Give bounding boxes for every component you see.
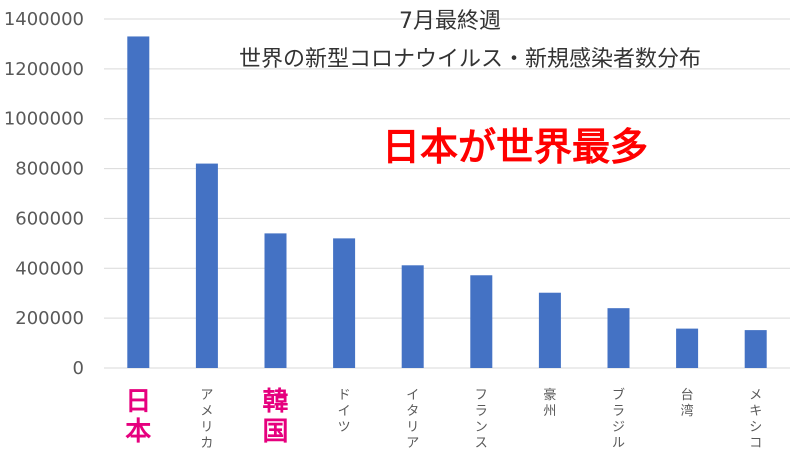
gridlines xyxy=(104,18,790,369)
y-tick-label: 1000000 xyxy=(4,109,84,130)
x-label: イタリア xyxy=(406,388,419,451)
x-label: メキシコ xyxy=(749,388,762,451)
bar xyxy=(607,308,630,368)
y-tick-label: 200000 xyxy=(15,308,84,329)
x-label: アメリカ xyxy=(200,388,213,451)
bar xyxy=(676,328,699,368)
bar xyxy=(401,265,424,368)
chart-title-line1: 7月最終週 xyxy=(399,9,501,34)
bar xyxy=(195,163,218,368)
chart-title-line2: 世界の新型コロナウイルス・新規感染者数分布 xyxy=(239,47,701,72)
bars xyxy=(127,36,767,368)
y-axis-ticks: 0 200000 400000 600000 800000 1000000 1200000 1… xyxy=(4,9,84,379)
x-label: 台湾 xyxy=(681,388,694,419)
bar xyxy=(470,275,493,368)
x-label: フランス xyxy=(475,388,488,451)
y-tick-label: 600000 xyxy=(15,208,84,229)
bar xyxy=(744,330,767,368)
y-tick-label: 1400000 xyxy=(4,9,84,30)
y-tick-label: 800000 xyxy=(15,159,84,180)
bar xyxy=(127,36,150,368)
x-label: ブラジル xyxy=(612,387,625,451)
y-tick-label: 400000 xyxy=(15,258,84,279)
headline-annotation: 日本が世界最多 xyxy=(382,125,648,169)
x-label-highlighted: 日本 xyxy=(125,387,151,447)
bar xyxy=(538,292,561,368)
x-axis-labels: 日本 アメリカ 韓国 ドイツ イタリア フランス 豪州 ブラジル 台湾 メキシコ xyxy=(125,387,762,451)
y-tick-label: 1200000 xyxy=(4,59,84,80)
bar xyxy=(264,233,287,368)
bar xyxy=(333,238,356,368)
y-tick-label: 0 xyxy=(73,358,84,379)
x-label: ドイツ xyxy=(338,388,351,435)
x-label-highlighted: 韓国 xyxy=(262,387,288,447)
x-label: 豪州 xyxy=(543,387,556,419)
